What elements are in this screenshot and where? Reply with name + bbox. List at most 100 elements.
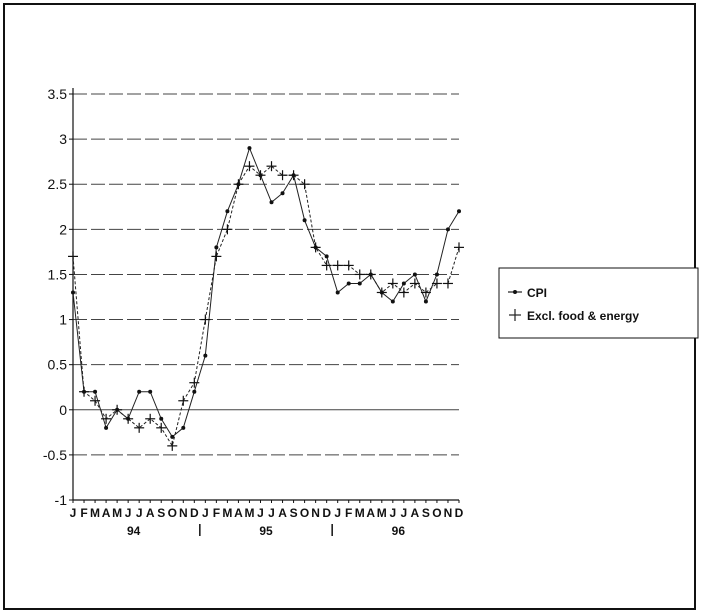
y-tick-label: 3 (59, 131, 67, 147)
cpi-point (424, 300, 428, 304)
x-tick-label: S (290, 506, 298, 520)
x-tick-label: J (202, 506, 209, 520)
core-point (344, 260, 354, 270)
year-label: 94 (127, 524, 141, 538)
legend: CPI Excl. food & energy (499, 268, 698, 338)
core-point (145, 414, 155, 424)
cpi-point (192, 390, 196, 394)
x-tick-label: A (366, 506, 375, 520)
cpi-point (71, 290, 75, 294)
x-tick-label: M (355, 506, 365, 520)
grid-layer (73, 94, 459, 455)
core-point (233, 179, 243, 189)
x-tick-label: A (411, 506, 420, 520)
core-point (300, 179, 310, 189)
x-tick-label: S (157, 506, 165, 520)
core-point (432, 278, 442, 288)
x-tick-label: J (136, 506, 143, 520)
core-point (421, 287, 431, 297)
legend-box (499, 268, 698, 338)
x-tick-label: A (234, 506, 243, 520)
core-point (454, 242, 464, 252)
cpi-point (148, 390, 152, 394)
cpi-point (358, 281, 362, 285)
x-tick-label: M (244, 506, 254, 520)
y-tick-label: 1.5 (48, 266, 68, 282)
x-tick-label: F (345, 506, 352, 520)
core-point (123, 414, 133, 424)
cpi-point (281, 191, 285, 195)
legend-cpi-label: CPI (527, 286, 547, 300)
core-line (73, 166, 459, 446)
x-tick-label: J (389, 506, 396, 520)
x-tick-label: M (90, 506, 100, 520)
core-point (244, 161, 254, 171)
cpi-point (214, 245, 218, 249)
axis-layer: 3.532.521.510.50-0.5-1J F M A M J J A S O N D J F M A M J… (43, 86, 464, 538)
core-point (267, 161, 277, 171)
x-tick-label: S (422, 506, 430, 520)
y-tick-label: -1 (55, 492, 68, 508)
x-tick-label: D (322, 506, 331, 520)
core-point (222, 224, 232, 234)
x-tick-label: J (70, 506, 77, 520)
x-tick-label: J (334, 506, 341, 520)
y-tick-label: 0 (59, 402, 67, 418)
core-point (134, 423, 144, 433)
y-tick-label: 0.5 (48, 357, 68, 373)
cpi-point (303, 218, 307, 222)
y-tick-label: 2.5 (48, 176, 68, 192)
legend-core-label: Excl. food & energy (527, 309, 639, 323)
cpi-point (203, 354, 207, 358)
year-label: 95 (259, 524, 273, 538)
cpi-point (435, 272, 439, 276)
x-tick-label: A (102, 506, 111, 520)
cpi-point (457, 209, 461, 213)
x-tick-label: D (455, 506, 464, 520)
core-point (167, 441, 177, 451)
cpi-point (413, 272, 417, 276)
y-tick-label: 1 (59, 312, 67, 328)
legend-item-core: Excl. food & energy (509, 309, 639, 323)
x-tick-label: O (432, 506, 441, 520)
core-point (333, 260, 343, 270)
core-point (289, 170, 299, 180)
core-point (178, 396, 188, 406)
cpi-point (446, 227, 450, 231)
cpi-point (225, 209, 229, 213)
x-tick-label: N (179, 506, 188, 520)
x-tick-label: M (222, 506, 232, 520)
cpi-point (104, 426, 108, 430)
y-tick-label: 2 (59, 221, 67, 237)
core-point (443, 278, 453, 288)
x-tick-label: J (401, 506, 408, 520)
x-tick-label: A (146, 506, 155, 520)
cpi-point (270, 200, 274, 204)
x-tick-label: O (300, 506, 309, 520)
x-tick-label: O (168, 506, 177, 520)
cpi-point (159, 417, 163, 421)
x-tick-label: J (268, 506, 275, 520)
y-tick-label: -0.5 (43, 447, 67, 463)
x-tick-label: N (311, 506, 320, 520)
x-tick-label: A (278, 506, 287, 520)
core-point (68, 251, 78, 261)
x-tick-label: J (257, 506, 264, 520)
cpi-point (93, 390, 97, 394)
x-tick-label: D (190, 506, 199, 520)
series-layer (68, 146, 464, 451)
x-tick-label: J (125, 506, 132, 520)
x-tick-label: F (213, 506, 220, 520)
cpi-point (247, 146, 251, 150)
cpi-point (181, 426, 185, 430)
x-tick-label: M (377, 506, 387, 520)
core-point (366, 269, 376, 279)
core-point (211, 251, 221, 261)
cpi-point (347, 281, 351, 285)
core-point (278, 170, 288, 180)
x-tick-label: M (112, 506, 122, 520)
cpi-point (137, 390, 141, 394)
year-label: 96 (392, 524, 406, 538)
legend-cpi-marker (513, 290, 517, 294)
